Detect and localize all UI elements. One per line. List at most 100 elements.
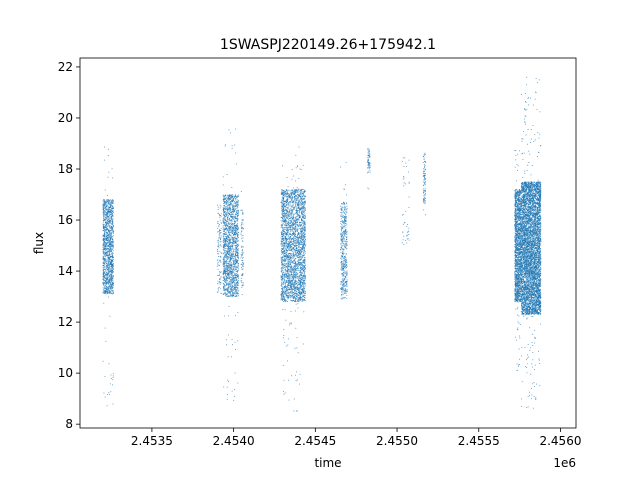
data-point bbox=[225, 146, 226, 147]
data-point bbox=[242, 214, 243, 215]
data-point bbox=[283, 223, 284, 224]
data-point bbox=[108, 259, 109, 260]
data-point bbox=[237, 204, 238, 205]
data-point bbox=[289, 248, 290, 249]
data-point bbox=[224, 246, 225, 247]
data-point bbox=[107, 209, 108, 210]
data-point bbox=[294, 291, 295, 292]
data-point bbox=[112, 271, 113, 272]
data-point bbox=[230, 247, 231, 248]
data-point bbox=[219, 234, 220, 235]
data-point bbox=[112, 261, 113, 262]
data-point bbox=[231, 290, 232, 291]
data-point bbox=[223, 272, 224, 273]
data-point bbox=[237, 197, 238, 198]
data-point bbox=[107, 201, 108, 202]
data-point bbox=[289, 237, 290, 238]
data-point bbox=[289, 233, 290, 234]
data-point bbox=[301, 289, 302, 290]
data-point bbox=[230, 281, 231, 282]
data-point bbox=[111, 249, 112, 250]
data-point bbox=[231, 275, 232, 276]
data-point bbox=[293, 271, 294, 272]
data-point bbox=[227, 236, 228, 237]
data-point bbox=[231, 295, 232, 296]
data-point bbox=[291, 226, 292, 227]
data-point bbox=[113, 223, 114, 224]
data-point bbox=[235, 232, 236, 233]
data-point bbox=[111, 245, 112, 246]
data-point bbox=[113, 200, 114, 201]
data-point bbox=[108, 273, 109, 274]
data-point bbox=[230, 199, 231, 200]
data-point bbox=[298, 226, 299, 227]
data-point bbox=[229, 213, 230, 214]
data-point bbox=[112, 242, 113, 243]
data-point bbox=[234, 249, 235, 250]
data-point bbox=[105, 210, 106, 211]
data-point bbox=[103, 268, 104, 269]
data-point bbox=[111, 201, 112, 202]
data-point bbox=[108, 280, 109, 281]
data-point bbox=[107, 204, 108, 205]
data-point bbox=[110, 210, 111, 211]
data-point bbox=[301, 258, 302, 259]
data-point bbox=[234, 293, 235, 294]
data-point bbox=[223, 236, 224, 237]
data-point bbox=[223, 247, 224, 248]
data-point bbox=[223, 245, 224, 246]
data-point bbox=[236, 211, 237, 212]
data-point bbox=[226, 344, 227, 345]
data-point bbox=[107, 293, 108, 294]
data-point bbox=[229, 234, 230, 235]
data-point bbox=[110, 286, 111, 287]
data-point bbox=[103, 261, 104, 262]
data-point bbox=[112, 177, 113, 178]
data-point bbox=[230, 267, 231, 268]
data-point bbox=[106, 212, 107, 213]
data-point bbox=[303, 165, 304, 166]
data-point bbox=[296, 255, 297, 256]
data-point bbox=[220, 284, 221, 285]
data-point bbox=[294, 227, 295, 228]
data-point bbox=[230, 229, 231, 230]
data-point bbox=[228, 278, 229, 279]
data-point bbox=[236, 247, 237, 248]
data-point bbox=[241, 264, 242, 265]
data-point bbox=[289, 198, 290, 199]
data-point bbox=[223, 286, 224, 287]
data-point bbox=[103, 283, 104, 284]
data-point bbox=[229, 204, 230, 205]
data-point bbox=[300, 267, 301, 268]
data-point bbox=[290, 221, 291, 222]
data-point bbox=[109, 254, 110, 255]
data-point bbox=[235, 206, 236, 207]
data-point bbox=[286, 282, 287, 283]
data-point bbox=[231, 203, 232, 204]
data-point bbox=[225, 275, 226, 276]
data-point bbox=[227, 203, 228, 204]
data-point bbox=[229, 241, 230, 242]
data-point bbox=[303, 252, 304, 253]
data-point bbox=[111, 274, 112, 275]
data-point bbox=[304, 251, 305, 252]
data-point bbox=[220, 257, 221, 258]
data-point bbox=[226, 258, 227, 259]
data-point bbox=[235, 287, 236, 288]
data-point bbox=[304, 297, 305, 298]
data-point bbox=[284, 201, 285, 202]
data-point bbox=[107, 291, 108, 292]
data-point bbox=[235, 245, 236, 246]
data-point bbox=[301, 191, 302, 192]
data-point bbox=[300, 240, 301, 241]
data-point bbox=[226, 261, 227, 262]
data-point bbox=[227, 240, 228, 241]
data-point bbox=[234, 227, 235, 228]
data-point bbox=[238, 290, 239, 291]
data-point bbox=[288, 196, 289, 197]
data-point bbox=[296, 283, 297, 284]
data-point bbox=[289, 292, 290, 293]
data-point bbox=[226, 232, 227, 233]
data-point bbox=[238, 195, 239, 196]
data-point bbox=[231, 262, 232, 263]
